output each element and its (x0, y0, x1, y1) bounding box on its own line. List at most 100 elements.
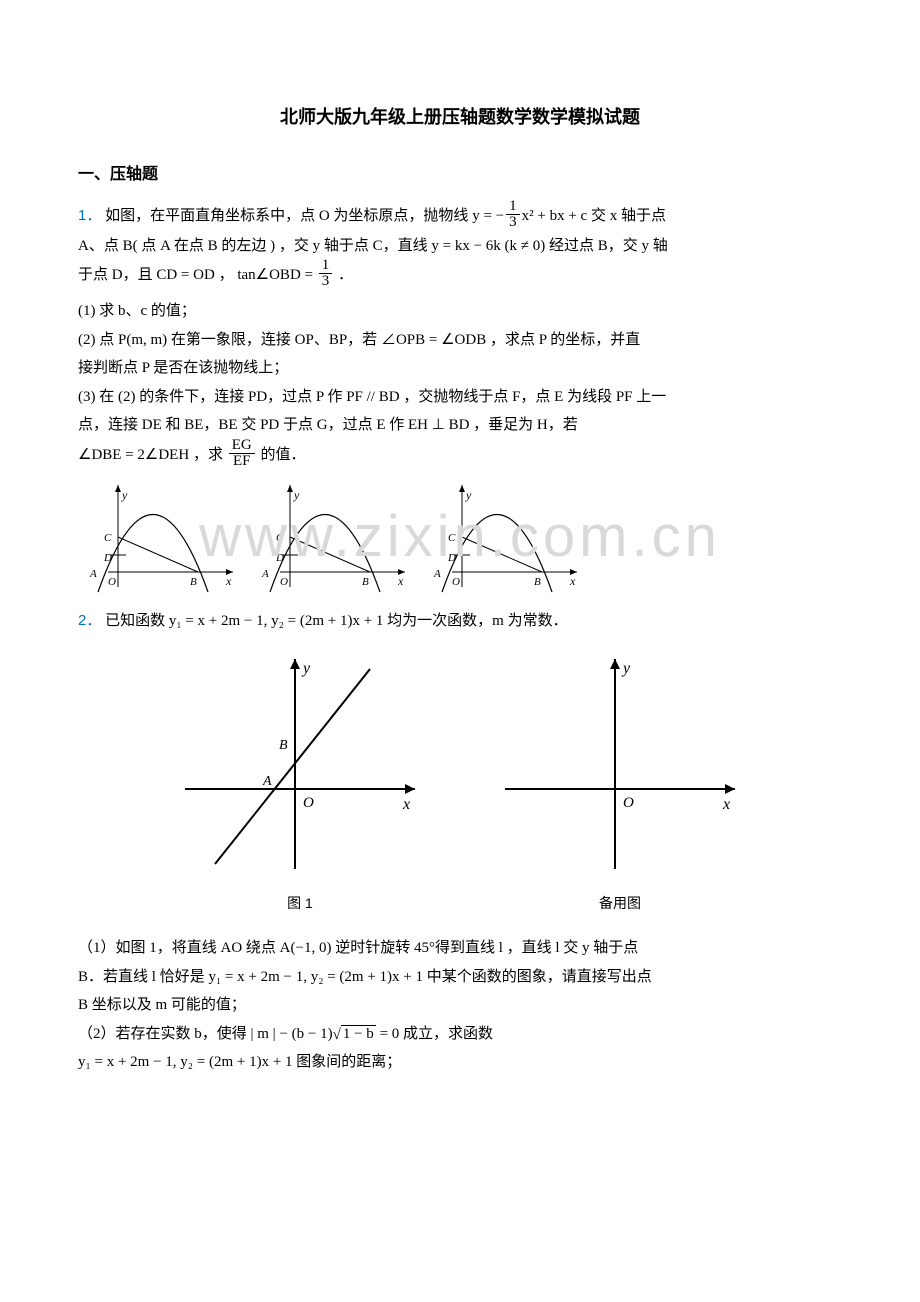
q2-part2: （2）若存在实数 b，使得 | m | − (b − 1)1 − b = 0 成… (78, 1020, 842, 1049)
page: 北师大版九年级上册压轴题数学数学模拟试题 一、压轴题 1． 如图，在平面直角坐标… (0, 0, 920, 1137)
q1-p3-line2: 点，连接 DE 和 BE，BE 交 PD 于点 G，过点 E 作 EH ⊥ BD… (78, 411, 842, 440)
svg-text:D: D (447, 552, 456, 564)
q1-p3c: 点，连接 DE 和 BE，BE 交 PD 于点 G，过点 E 作 (78, 417, 408, 433)
svg-text:y: y (621, 660, 631, 677)
q2-p1e: B 坐标以及 m 可能的值； (78, 991, 842, 1020)
svg-text:x: x (225, 574, 232, 588)
question-2: 2． 已知函数 y₁ = x + 2m − 1, y₂ = (2m + 1)x … (78, 607, 842, 1077)
q2-part1: （1）如图 1，将直线 AO 绕点 A(−1, 0) 逆时针旋转 45°得到直线… (78, 934, 842, 963)
svg-text:O: O (108, 576, 116, 588)
q2-diagrams: y x O A B 图 1 y x O 备用图 (78, 649, 842, 916)
svg-text:A: A (261, 568, 269, 580)
q2-p1eq2: y₁ = x + 2m − 1, y₂ = (2m + 1)x + 1 (208, 969, 423, 985)
svg-text:B: B (190, 576, 197, 588)
q2-p2-line2: y₁ = x + 2m − 1, y₂ = (2m + 1)x + 1 图象间的… (78, 1048, 842, 1077)
parabola-diagram-1: y x A O B C D (78, 477, 238, 597)
svg-text:x: x (722, 796, 730, 813)
svg-text:A: A (262, 774, 272, 789)
q1-text1a: 如图，在平面直角坐标系中，点 O 为坐标原点，抛物线 (105, 208, 472, 224)
q1-eq3a: CD = OD (156, 267, 214, 283)
sqrt-icon: 1 − b (333, 1020, 376, 1049)
q2-figure-2: y x O 备用图 (495, 649, 745, 916)
q1-p3b: ，交抛物线于点 F，点 E 为线段 PF 上一 (403, 389, 666, 405)
q1-frac1: 13 (506, 199, 520, 230)
q2-eq1: y₁ = x + 2m − 1, y₂ = (2m + 1)x + 1 (169, 613, 384, 629)
q1-text1b: 交 x 轴于点 (591, 208, 666, 224)
q1-text2b: 经过点 B，交 y 轴 (549, 238, 668, 254)
q2-p2b: 成立，求函数 (403, 1026, 493, 1042)
svg-text:x: x (402, 796, 410, 813)
q1-p3eq1: PF // BD (346, 389, 399, 405)
svg-text:y: y (121, 488, 128, 502)
svg-text:C: C (276, 532, 284, 544)
svg-text:O: O (452, 576, 460, 588)
svg-text:D: D (275, 552, 284, 564)
svg-text:C: C (104, 532, 112, 544)
coord-diagram-2: y x O (495, 649, 745, 879)
q2-p2eq2: y₁ = x + 2m − 1, y₂ = (2m + 1)x + 1 (78, 1054, 293, 1070)
question-1: 1． 如图，在平面直角坐标系中，点 O 为坐标原点，抛物线 y = −13x² … (78, 201, 842, 597)
svg-text:x: x (397, 574, 404, 588)
q2-figure-1: y x O A B 图 1 (175, 649, 425, 916)
q1-text3c: ． (338, 267, 353, 283)
q2-number: 2． (78, 612, 101, 629)
svg-text:A: A (433, 568, 441, 580)
q2-p2eq-b: = 0 (376, 1026, 399, 1042)
q1-text3a: 于点 D，且 (78, 267, 156, 283)
q2-text1b: 均为一次函数，m 为常数． (387, 613, 567, 629)
q1-part3: (3) 在 (2) 的条件下，连接 PD，过点 P 作 PF // BD ，交抛… (78, 383, 842, 412)
q1-line2: A、点 B( 点 A 在点 B 的左边 ) ，交 y 轴于点 C，直线 y = … (78, 232, 842, 261)
q1-eq3b: tan∠OBD = (237, 267, 316, 283)
svg-text:O: O (303, 795, 314, 811)
q1-line1: 1． 如图，在平面直角坐标系中，点 O 为坐标原点，抛物线 y = −13x² … (78, 201, 842, 232)
svg-text:y: y (465, 488, 472, 502)
svg-text:O: O (623, 795, 634, 811)
q1-p2b: ，求点 P 的坐标，并直 (490, 332, 640, 348)
q1-p3eq2: EH ⊥ BD (408, 417, 469, 433)
q1-p3f: ，求 (193, 447, 227, 463)
q2-p2eq-a: | m | − (b − 1) (251, 1026, 333, 1042)
coord-diagram-1: y x O A B (175, 649, 425, 879)
svg-text:y: y (293, 488, 300, 502)
q1-text2a: A、点 B( 点 A 在点 B 的左边 ) ，交 y 轴于点 C，直线 (78, 238, 431, 254)
q2-line1: 2． 已知函数 y₁ = x + 2m − 1, y₂ = (2m + 1)x … (78, 607, 842, 636)
svg-text:C: C (448, 532, 456, 544)
fig1-caption: 图 1 (175, 890, 425, 917)
q1-frac3: 13 (319, 258, 333, 289)
svg-text:B: B (279, 738, 288, 753)
q1-eq2: y = kx − 6k (k ≠ 0) (431, 238, 545, 254)
svg-text:y: y (301, 660, 311, 677)
q1-eq1b: x² + bx + c (522, 208, 588, 224)
svg-text:B: B (534, 576, 541, 588)
q1-diagrams: www.zixin.com.cn y x A O B C D (78, 477, 842, 597)
fig2-caption: 备用图 (495, 890, 745, 917)
parabola-diagram-3: y x A O B C D (422, 477, 582, 597)
q1-line3: 于点 D，且 CD = OD ， tan∠OBD = 13 ． (78, 260, 842, 291)
q1-p2eq: ∠OPB = ∠ODB (381, 332, 486, 348)
q1-part2: (2) 点 P(m, m) 在第一象限，连接 OP、BP，若 ∠OPB = ∠O… (78, 326, 842, 355)
q1-text3b: ， (219, 267, 234, 283)
q2-p1b: 逆时针旋转 45°得到直线 l ，直线 l 交 y 轴于点 (335, 940, 638, 956)
section-heading: 一、压轴题 (78, 160, 842, 190)
svg-text:x: x (569, 574, 576, 588)
svg-text:O: O (280, 576, 288, 588)
parabola-diagram-2: y x A O B C D (250, 477, 410, 597)
q2-p1a: （1）如图 1，将直线 AO 绕点 (78, 940, 280, 956)
q1-p3d: ，垂足为 H，若 (473, 417, 578, 433)
svg-text:A: A (89, 568, 97, 580)
q2-p2a: （2）若存在实数 b，使得 (78, 1026, 251, 1042)
q2-p1-line2: B．若直线 l 恰好是 y₁ = x + 2m − 1, y₂ = (2m + … (78, 963, 842, 992)
q1-p2c: 接判断点 P 是否在该抛物线上； (78, 354, 842, 383)
q1-p3-frac: EGEF (229, 438, 255, 469)
q1-p3g: 的值． (260, 447, 305, 463)
q1-part1: (1) 求 b、c 的值； (78, 297, 842, 326)
q1-eq1a: y = − (472, 208, 504, 224)
q1-p2a: (2) 点 P(m, m) 在第一象限，连接 OP、BP，若 (78, 332, 381, 348)
svg-text:D: D (103, 552, 112, 564)
q2-p1c: B．若直线 l 恰好是 (78, 969, 208, 985)
doc-title: 北师大版九年级上册压轴题数学数学模拟试题 (78, 100, 842, 134)
q2-p1d: 中某个函数的图象，请直接写出点 (427, 969, 652, 985)
q2-text1a: 已知函数 (105, 613, 169, 629)
q1-number: 1． (78, 207, 101, 224)
svg-text:B: B (362, 576, 369, 588)
